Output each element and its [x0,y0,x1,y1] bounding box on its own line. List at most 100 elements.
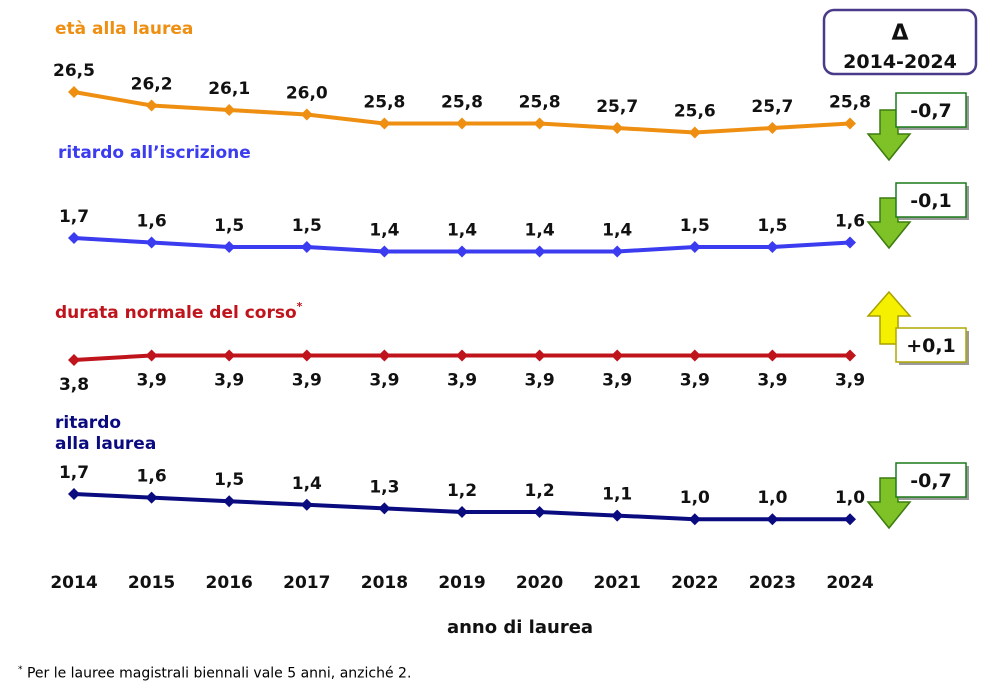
series-layer: età alla laurea 26,5 26,2 26,1 26,0 25,8 25,8 2… [53,19,871,526]
data-point [300,498,313,511]
data-point [611,245,624,258]
delta-panel: Δ 2014-2024 -0,7 -0,1 +0,1 -0,7 [822,8,978,530]
delta-box [895,92,967,128]
data-point [688,241,701,253]
data-label: 1,4 [369,221,399,241]
data-point [223,241,236,253]
data-label: 1,7 [59,207,89,227]
data-label: 1,6 [835,212,865,232]
series-name: ritardo all’iscrizione [58,143,251,163]
delta-symbol: Δ [891,21,908,46]
data-point [223,495,236,508]
data-point [766,122,779,134]
delta-3: +0,1 [866,290,969,365]
data-label: 1,2 [447,481,477,501]
series-name-footnote-mark: * [297,300,303,313]
x-axis: 2014 2015 2016 2017 2018 2019 2020 2021 2022 2023… [50,573,873,638]
data-label: 25,6 [674,102,716,122]
data-point [378,245,391,258]
data-label: 3,9 [214,371,244,391]
x-tick-label: 2015 [128,573,175,593]
data-label: 3,9 [447,371,477,391]
data-label: 1,7 [59,463,89,483]
series-2: ritardo all’iscrizione 1,7 1,6 1,5 1,5 1,4 1,4… [58,143,865,258]
data-point [844,349,856,362]
x-tick-label: 2019 [438,573,485,593]
data-point [533,349,546,362]
data-label: 3,9 [292,371,322,391]
data-label: 25,8 [829,93,871,113]
data-label: 3,9 [369,371,399,391]
data-point [611,122,624,134]
data-label: 3,9 [602,371,632,391]
data-label: 1,4 [447,221,477,241]
delta-box [895,327,967,363]
data-point [766,513,779,526]
footnote-text: Per le lauree magistrali biennali vale 5… [26,665,412,682]
x-tick-label: 2016 [206,573,253,593]
data-point [300,241,313,253]
delta-4: -0,7 [866,462,969,530]
delta-period: 2014-2024 [843,51,957,73]
delta-value: +0,1 [906,335,956,357]
delta-header-box [822,8,978,76]
x-tick-label: 2017 [283,573,330,593]
x-tick-label: 2014 [50,573,97,593]
data-point [378,117,391,130]
data-point [145,236,158,249]
series-name-line: alla laurea [55,434,156,454]
data-label: 3,9 [137,371,167,391]
footnote: * Per le lauree magistrali biennali vale… [18,665,411,682]
data-point [145,99,158,112]
data-label: 25,7 [596,97,638,117]
series-name-line: ritardo all’iscrizione [58,143,251,163]
data-point [145,349,158,362]
delta-box [895,182,967,218]
data-point [300,108,313,121]
data-point [378,502,391,515]
data-label: 1,0 [835,488,865,508]
data-label: 1,5 [214,216,244,236]
data-point [533,245,546,258]
x-tick-label: 2018 [361,573,408,593]
data-point [68,86,80,98]
data-point [223,349,236,362]
data-point [844,513,856,526]
data-point [68,488,80,500]
data-point [456,117,468,130]
data-point [300,349,313,362]
x-tick-label: 2020 [516,573,563,593]
delta-value: -0,7 [910,100,952,122]
footnote-mark: * [18,665,23,675]
data-point [68,354,80,366]
delta-2: -0,1 [866,182,969,250]
data-label: 26,2 [131,75,173,95]
data-label: 1,6 [137,212,167,232]
data-point [766,349,779,362]
data-label: 26,5 [53,61,95,81]
series-name-line: durata normale del corso [55,303,297,323]
data-label: 1,5 [292,216,322,236]
data-point [844,236,856,249]
series-4: ritardo alla laurea 1,7 1,6 1,5 1,4 1,3 1,2 1,2 1… [55,413,865,526]
data-point [533,506,546,518]
data-label: 1,0 [757,488,787,508]
data-point [688,349,701,362]
data-label: 3,8 [59,375,89,395]
data-point [533,117,546,130]
x-tick-label: 2021 [594,573,641,593]
data-point [844,117,856,130]
data-point [456,506,468,518]
data-label: 1,4 [602,221,632,241]
x-tick-label: 2024 [826,573,873,593]
data-label: 25,8 [441,93,483,113]
data-label: 25,7 [751,97,793,117]
data-label: 1,1 [602,485,632,505]
data-label: 1,4 [525,221,555,241]
data-point [611,509,624,522]
data-point [456,349,468,362]
delta-value: -0,7 [910,470,952,492]
data-label: 1,0 [680,488,710,508]
x-tick-label: 2022 [671,573,718,593]
chart: età alla laurea 26,5 26,2 26,1 26,0 25,8 25,8 2… [50,8,978,638]
